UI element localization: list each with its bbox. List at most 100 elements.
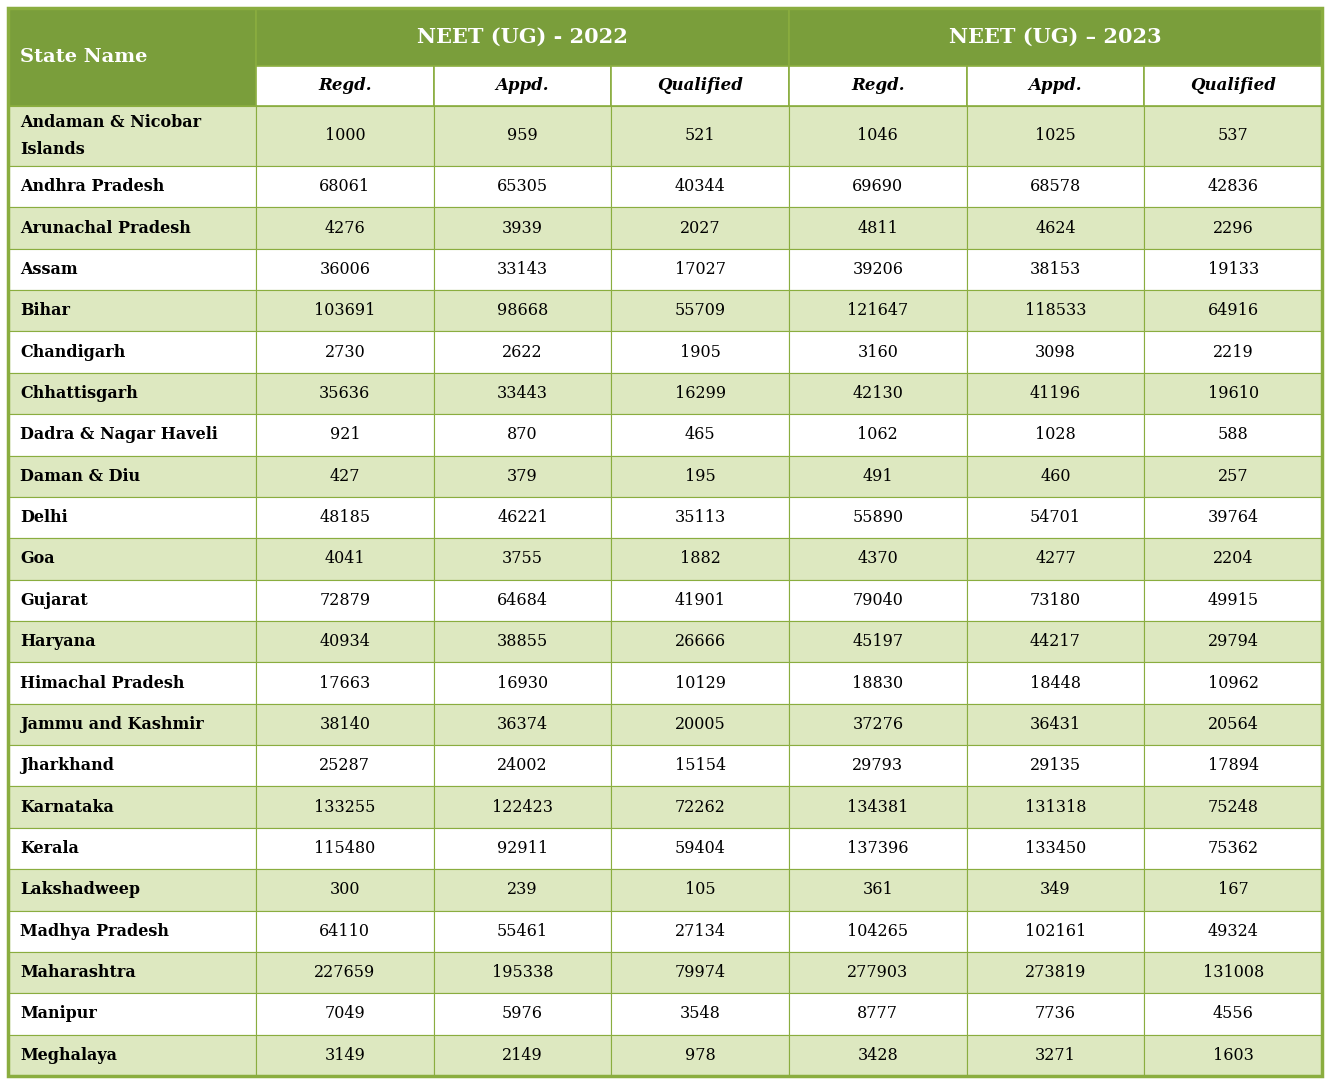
Bar	[1144, 952, 1322, 993]
Text: 7049: 7049	[325, 1006, 366, 1022]
Bar	[967, 993, 1144, 1034]
Text: Jharkhand: Jharkhand	[20, 758, 114, 774]
Text: 105: 105	[685, 881, 716, 899]
Bar	[612, 745, 789, 787]
Text: 361: 361	[862, 881, 894, 899]
Text: 18448: 18448	[1029, 674, 1081, 692]
Text: 20564: 20564	[1208, 715, 1258, 733]
Text: 104265: 104265	[847, 922, 908, 940]
Bar	[434, 332, 612, 373]
Text: 2204: 2204	[1213, 551, 1253, 567]
Text: 29793: 29793	[853, 758, 903, 774]
Bar	[1144, 621, 1322, 662]
Bar	[612, 952, 789, 993]
Text: 41196: 41196	[1029, 385, 1081, 402]
Text: Lakshadweep: Lakshadweep	[20, 881, 140, 899]
Bar	[1144, 704, 1322, 745]
Text: 167: 167	[1218, 881, 1249, 899]
Text: Himachal Pradesh: Himachal Pradesh	[20, 674, 185, 692]
Bar	[8, 8, 255, 106]
Text: 49915: 49915	[1208, 592, 1258, 609]
Bar	[434, 869, 612, 911]
Bar	[967, 539, 1144, 580]
Bar	[255, 106, 434, 166]
Text: 133255: 133255	[314, 799, 375, 815]
Bar	[789, 745, 967, 787]
Text: 39206: 39206	[853, 261, 903, 278]
Bar	[612, 414, 789, 455]
Text: 1905: 1905	[680, 344, 721, 361]
Bar	[967, 580, 1144, 621]
Bar	[8, 911, 255, 952]
Text: 4041: 4041	[325, 551, 366, 567]
Text: 379: 379	[507, 467, 537, 485]
Bar	[255, 332, 434, 373]
Bar	[967, 828, 1144, 869]
Bar	[8, 580, 255, 621]
Text: 17027: 17027	[674, 261, 726, 278]
Text: 10129: 10129	[674, 674, 726, 692]
Bar	[8, 166, 255, 207]
Text: Arunachal Pradesh: Arunachal Pradesh	[20, 220, 192, 236]
Text: 68578: 68578	[1029, 178, 1081, 195]
Bar	[1144, 787, 1322, 828]
Text: 2219: 2219	[1213, 344, 1254, 361]
Bar	[1144, 869, 1322, 911]
Bar	[1144, 828, 1322, 869]
Text: 54701: 54701	[1029, 509, 1081, 526]
Bar	[255, 745, 434, 787]
Bar	[612, 332, 789, 373]
Bar	[789, 828, 967, 869]
Text: Haryana: Haryana	[20, 633, 96, 650]
Text: 69690: 69690	[853, 178, 903, 195]
Bar	[612, 291, 789, 332]
Text: 79040: 79040	[853, 592, 903, 609]
Bar	[434, 828, 612, 869]
Bar	[612, 166, 789, 207]
Bar	[255, 539, 434, 580]
Bar	[255, 704, 434, 745]
Bar	[8, 828, 255, 869]
Text: 239: 239	[507, 881, 537, 899]
Bar	[434, 455, 612, 496]
Bar	[789, 166, 967, 207]
Text: 36006: 36006	[319, 261, 370, 278]
Text: Madhya Pradesh: Madhya Pradesh	[20, 922, 169, 940]
Text: 35113: 35113	[674, 509, 726, 526]
Text: Kerala: Kerala	[20, 840, 78, 857]
Bar	[1144, 66, 1322, 106]
Text: 870: 870	[507, 426, 537, 443]
Bar	[255, 8, 789, 66]
Bar	[967, 496, 1144, 539]
Text: 17894: 17894	[1208, 758, 1258, 774]
Bar	[612, 580, 789, 621]
Text: 29794: 29794	[1208, 633, 1258, 650]
Text: Chhattisgarh: Chhattisgarh	[20, 385, 138, 402]
Text: 131318: 131318	[1024, 799, 1087, 815]
Bar	[967, 745, 1144, 787]
Text: 257: 257	[1218, 467, 1249, 485]
Bar	[255, 414, 434, 455]
Text: Andhra Pradesh: Andhra Pradesh	[20, 178, 165, 195]
Bar	[612, 455, 789, 496]
Bar	[8, 993, 255, 1034]
Text: 64110: 64110	[319, 922, 370, 940]
Bar	[8, 106, 255, 166]
Text: 2622: 2622	[503, 344, 543, 361]
Text: Appd.: Appd.	[1028, 77, 1083, 94]
Text: 1025: 1025	[1035, 128, 1076, 144]
Text: 37276: 37276	[853, 715, 903, 733]
Bar	[434, 662, 612, 704]
Text: 79974: 79974	[674, 964, 726, 981]
Text: 115480: 115480	[314, 840, 375, 857]
Bar	[434, 1034, 612, 1076]
Text: 35636: 35636	[319, 385, 371, 402]
Bar	[434, 704, 612, 745]
Text: 36374: 36374	[497, 715, 548, 733]
Bar	[789, 66, 967, 106]
Bar	[789, 539, 967, 580]
Text: 2296: 2296	[1213, 220, 1254, 236]
Text: 3755: 3755	[501, 551, 543, 567]
Bar	[8, 496, 255, 539]
Text: 55890: 55890	[853, 509, 903, 526]
